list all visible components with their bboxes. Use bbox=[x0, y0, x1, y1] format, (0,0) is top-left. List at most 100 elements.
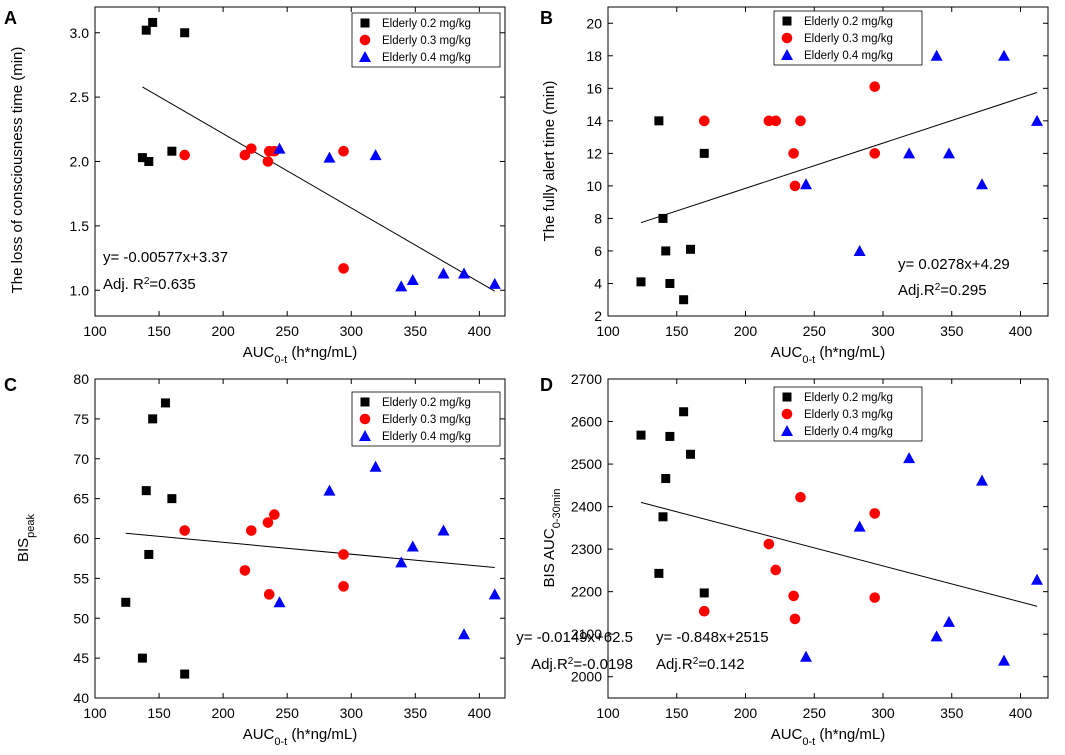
x-tick-label: 250 bbox=[276, 705, 300, 721]
x-tick-label: 150 bbox=[147, 323, 171, 339]
panel-d: 100 150 200 250 300 350 400 2000 2100 2200 2300 240… bbox=[540, 371, 1049, 748]
y-tick-label: 2400 bbox=[571, 499, 602, 515]
data-point-series-2 bbox=[795, 491, 806, 503]
y-axis-title: BISpeak bbox=[15, 513, 37, 562]
legend-label: Elderly 0.4 mg/kg bbox=[382, 52, 471, 64]
data-point-series-3 bbox=[458, 628, 470, 640]
legend-label: Elderly 0.3 mg/kg bbox=[382, 414, 471, 426]
x-tick-label: 300 bbox=[871, 705, 895, 721]
y-tick-label: 50 bbox=[73, 610, 89, 626]
legend-label: Elderly 0.3 mg/kg bbox=[804, 409, 893, 421]
legend-marker bbox=[359, 51, 371, 62]
panel-c: 100 150 200 250 300 350 400 40 45 50 55 60 65 70 75 80 C… bbox=[4, 371, 633, 748]
y-tick-label: 60 bbox=[73, 531, 89, 547]
adjusted-r-squared: Adj.R2=-0.0198 bbox=[531, 656, 633, 674]
regression-line bbox=[640, 501, 1038, 607]
legend-marker bbox=[782, 392, 792, 402]
x-tick-label: 100 bbox=[83, 705, 107, 721]
plot-frame bbox=[607, 6, 1049, 317]
data-point-series-2 bbox=[262, 156, 274, 167]
data-point-series-3 bbox=[800, 650, 812, 662]
y-tick-label: 2.0 bbox=[70, 154, 90, 170]
panel-a: 100 150 200 250 300 350 400 1.0 1.5 2.0 2.5 3.0 A AUC… bbox=[4, 6, 506, 366]
data-point-series-2 bbox=[795, 115, 806, 127]
data-point-series-1 bbox=[654, 116, 664, 126]
data-point-series-1 bbox=[665, 431, 675, 441]
y-tick-label: 1.0 bbox=[70, 282, 90, 298]
x-tick-label: 250 bbox=[803, 705, 827, 721]
data-point-series-2 bbox=[788, 148, 799, 159]
legend-marker bbox=[782, 16, 792, 26]
panel-label: B bbox=[540, 8, 553, 28]
regression-equation: y= 0.0278x+4.29 bbox=[898, 256, 1010, 273]
data-point-series-1 bbox=[658, 512, 668, 522]
data-point-series-1 bbox=[137, 653, 147, 663]
data-point-series-1 bbox=[167, 494, 177, 504]
data-point-series-2 bbox=[338, 549, 349, 560]
y-tick-label: 8 bbox=[594, 210, 602, 226]
data-point-series-2 bbox=[239, 565, 251, 576]
adjusted-r-squared: Adj.R2=0.142 bbox=[656, 656, 745, 674]
data-point-series-3 bbox=[395, 280, 408, 292]
regression-equation: y= -0.848x+2515 bbox=[656, 629, 769, 646]
regression-equation: y= -0.00577x+3.37 bbox=[103, 249, 228, 266]
data-point-series-1 bbox=[661, 474, 671, 484]
data-point-series-2 bbox=[246, 525, 257, 536]
data-point-series-2 bbox=[246, 143, 257, 154]
y-tick-label: 70 bbox=[73, 451, 89, 467]
data-point-series-2 bbox=[698, 605, 710, 617]
data-point-series-2 bbox=[179, 525, 190, 536]
data-point-series-2 bbox=[770, 564, 782, 576]
x-tick-label: 400 bbox=[1009, 705, 1033, 721]
legend-label: Elderly 0.2 mg/kg bbox=[804, 16, 893, 28]
x-tick-label: 100 bbox=[83, 323, 107, 339]
data-point-series-2 bbox=[338, 263, 349, 274]
data-point-series-1 bbox=[686, 449, 695, 459]
x-axis-title: AUC0-t (h*ng/mL) bbox=[243, 726, 358, 748]
y-tick-label: 3.0 bbox=[70, 25, 90, 41]
data-point-series-3 bbox=[488, 277, 501, 289]
y-tick-label: 40 bbox=[73, 690, 89, 706]
legend: Elderly 0.2 mg/kg Elderly 0.3 mg/kg Elderl… bbox=[351, 391, 501, 447]
x-tick-label: 350 bbox=[940, 323, 964, 339]
data-point-series-3 bbox=[406, 273, 419, 285]
data-point-series-3 bbox=[943, 147, 955, 159]
x-tick-label: 300 bbox=[340, 323, 364, 339]
legend-marker bbox=[359, 430, 371, 441]
y-tick-label: 2600 bbox=[571, 414, 602, 430]
data-point-series-1 bbox=[148, 17, 158, 27]
legend-box bbox=[351, 391, 501, 447]
data-point-series-3 bbox=[395, 556, 408, 568]
y-tick-label: 18 bbox=[586, 48, 602, 64]
data-point-series-3 bbox=[406, 540, 419, 552]
y-tick-label: 4 bbox=[594, 275, 602, 291]
legend-marker bbox=[360, 397, 370, 407]
data-point-series-3 bbox=[976, 178, 988, 190]
legend-marker bbox=[359, 34, 371, 46]
legend-label: Elderly 0.2 mg/kg bbox=[382, 397, 471, 409]
x-tick-label: 350 bbox=[404, 705, 428, 721]
data-point-series-3 bbox=[903, 147, 916, 159]
y-axis-title: BIS AUC0-30min bbox=[541, 489, 563, 588]
x-tick-label: 150 bbox=[665, 323, 689, 339]
data-point-series-2 bbox=[789, 613, 801, 625]
data-point-series-1 bbox=[148, 414, 158, 424]
data-point-series-2 bbox=[338, 145, 349, 157]
x-tick-label: 200 bbox=[211, 705, 235, 721]
data-point-series-2 bbox=[269, 509, 280, 520]
y-tick-label: 12 bbox=[586, 145, 602, 161]
data-point-series-3 bbox=[930, 630, 943, 642]
x-tick-label: 200 bbox=[734, 705, 758, 721]
x-axis-title: AUC0-t (h*ng/mL) bbox=[771, 344, 886, 366]
y-tick-label: 2100 bbox=[571, 626, 602, 642]
legend: Elderly 0.2 mg/kg Elderly 0.3 mg/kg Elderl… bbox=[773, 10, 923, 66]
y-tick-label: 2500 bbox=[571, 456, 602, 472]
data-point-series-3 bbox=[943, 615, 955, 627]
data-point-series-1 bbox=[658, 213, 668, 223]
data-point-series-3 bbox=[1031, 114, 1043, 126]
data-point-series-1 bbox=[121, 597, 131, 607]
data-point-series-2 bbox=[869, 148, 881, 159]
y-tick-label: 2.5 bbox=[70, 89, 90, 105]
regression-line bbox=[640, 92, 1038, 224]
